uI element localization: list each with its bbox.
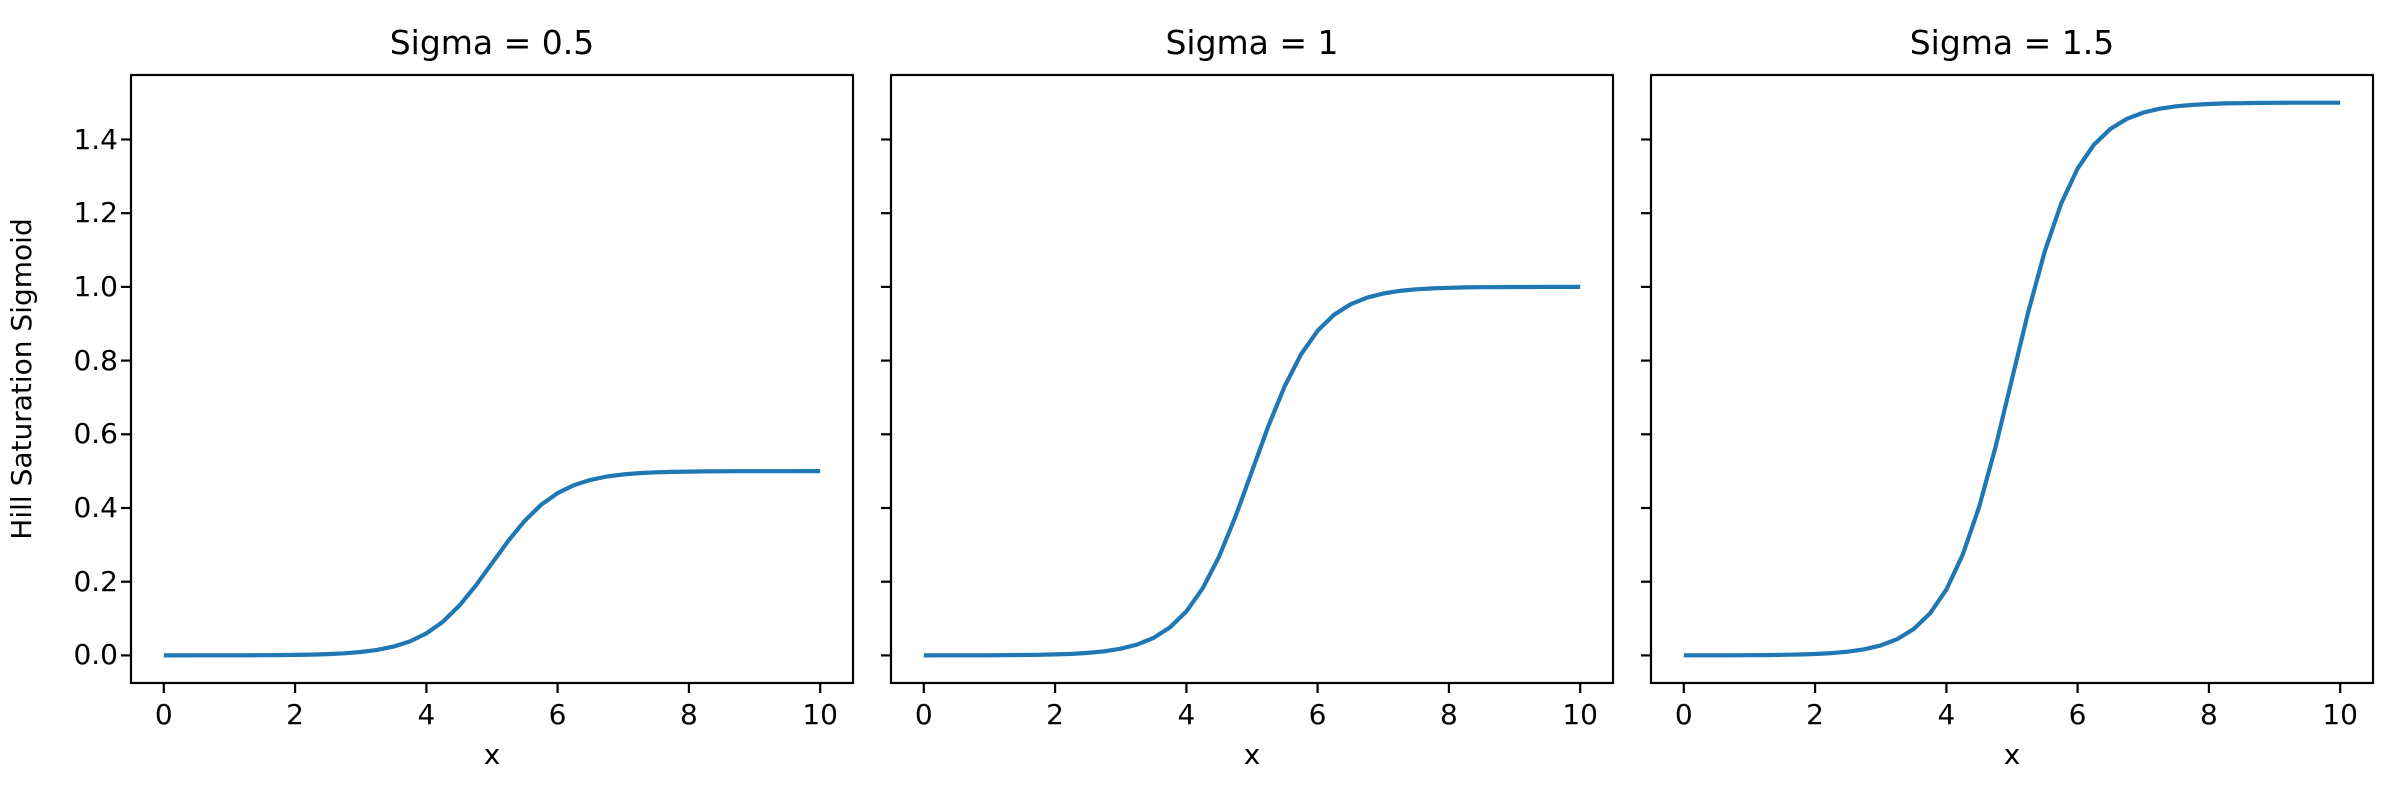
y-axis-label: Hill Saturation Sigmoid [5,218,38,540]
subplot2-title: Sigma = 1 [1165,23,1339,62]
x-tick-label: 0 [914,698,933,731]
subplot3-title: Sigma = 1.5 [1909,23,2115,62]
y-tick-label: 0.6 [73,417,118,451]
y-tick-label: 0.2 [73,564,118,598]
x-tick-label: 6 [548,698,567,731]
x-tick-label: 2 [1806,698,1824,731]
axes-frame [129,73,855,685]
line-series-sigma-1 [923,284,1581,658]
x-tick-label: 10 [802,698,838,731]
y-tick-label: 1.2 [73,196,118,230]
x-tick-label: 4 [1937,698,1956,731]
x-tick-label: 4 [417,698,436,731]
x-tick-label: 2 [1046,698,1064,731]
line-series-sigma-1.5 [1683,100,2341,658]
x-tick-label: 0 [1674,698,1693,731]
y-tick-label: 1.4 [73,122,118,156]
axes-frame [889,73,1615,685]
subplot3-x-axis-label: x [2003,738,2021,771]
x-tick-label: 6 [2068,698,2087,731]
y-tick-label: 0.0 [73,638,118,672]
subplot1-x-axis-label: x [483,738,501,771]
x-tick-label: 10 [2322,698,2358,731]
x-tick-label: 6 [1308,698,1327,731]
x-tick-label: 2 [286,698,304,731]
y-tick-label: 0.4 [73,491,118,524]
x-tick-label: 8 [2199,698,2218,731]
axes-frame [1649,73,2375,685]
x-tick-label: 0 [154,698,173,731]
subplot2-x-axis-label: x [1243,738,1261,771]
x-tick-label: 8 [1439,698,1458,731]
y-tick-label: 1.0 [73,269,118,303]
x-tick-label: 8 [679,698,698,731]
x-tick-label: 4 [1177,698,1196,731]
x-tick-label: 10 [1562,698,1598,731]
line-series-sigma-0.5 [163,469,821,658]
y-tick-label: 0.8 [73,343,118,377]
subplot1-title: Sigma = 0.5 [389,23,595,62]
